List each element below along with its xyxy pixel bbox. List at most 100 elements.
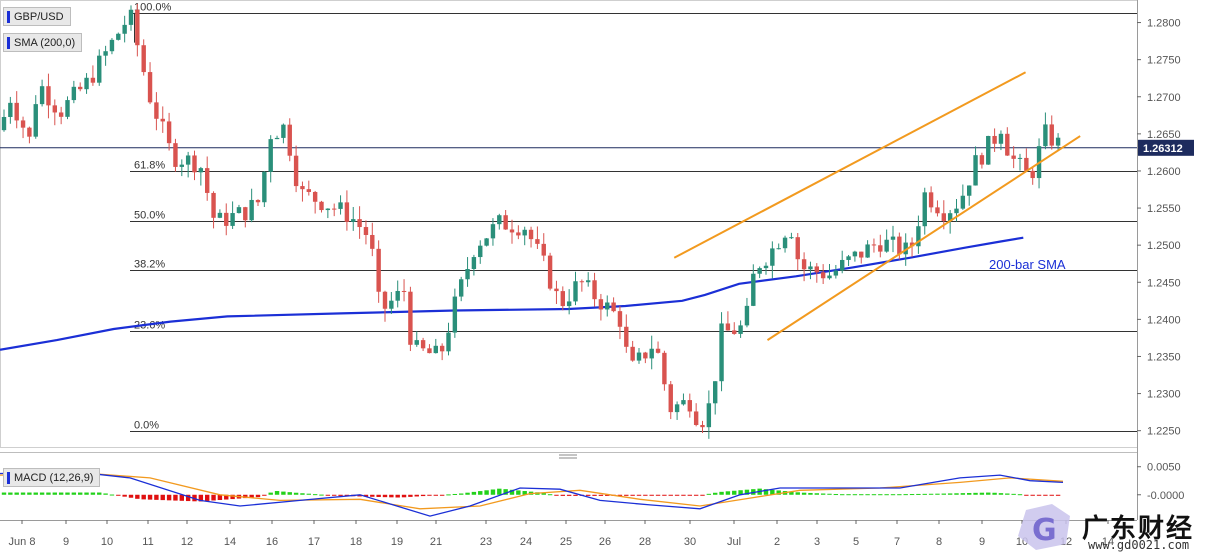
macd-histogram-bar xyxy=(833,494,839,496)
symbol-label[interactable]: GBP/USD xyxy=(3,7,71,26)
candle-body xyxy=(967,185,972,196)
macd-histogram-bar xyxy=(592,494,597,496)
candle-body xyxy=(789,237,794,239)
macd-histogram-bar xyxy=(973,492,978,495)
macd-histogram-bar xyxy=(243,494,248,499)
macd-histogram-bar xyxy=(509,489,515,495)
time-tick-label: 12 xyxy=(181,536,193,548)
macd-histogram-bar xyxy=(293,492,299,495)
macd-histogram-bar xyxy=(522,491,527,495)
candle-body xyxy=(52,105,57,113)
time-tick-label: 11 xyxy=(142,536,153,548)
candle-body xyxy=(884,239,889,252)
macd-histogram-bar xyxy=(840,494,845,496)
candle-body xyxy=(916,226,921,247)
candle-body xyxy=(522,229,527,236)
macd-histogram-bar xyxy=(808,492,813,495)
candle-body xyxy=(58,112,64,117)
candle-body xyxy=(33,104,38,137)
candle-body xyxy=(668,384,673,413)
macd-histogram-bar xyxy=(586,494,591,496)
macd-histogram-bar xyxy=(249,494,254,498)
candle-body xyxy=(751,273,756,306)
candle-body xyxy=(300,186,305,190)
time-tick-label: Jun 8 xyxy=(9,536,36,548)
candle-body xyxy=(471,257,477,269)
macd-histogram-bar xyxy=(338,494,343,496)
candle-body xyxy=(376,248,381,292)
candle-body xyxy=(713,381,718,404)
candle-body xyxy=(960,195,966,209)
fib-label: 0.0% xyxy=(134,420,159,432)
candle-body xyxy=(935,207,940,214)
macd-histogram-bar xyxy=(566,494,572,496)
macd-histogram-bar xyxy=(865,494,870,496)
macd-indicator-label[interactable]: MACD (12,26,9) xyxy=(3,468,101,487)
candle-body xyxy=(897,236,902,255)
macd-histogram-bar xyxy=(166,494,172,501)
candle-body xyxy=(738,325,743,334)
price-tick-label: 1.2450 xyxy=(1147,277,1181,289)
candle-body xyxy=(236,207,242,214)
macd-histogram-bar xyxy=(363,494,369,497)
candle-body xyxy=(903,242,908,255)
macd-histogram-bar xyxy=(655,494,661,496)
macd-histogram-bar xyxy=(122,494,127,497)
macd-histogram-bar xyxy=(516,490,521,495)
macd-histogram-bar xyxy=(713,492,718,495)
candle-body xyxy=(478,245,483,258)
candle-body xyxy=(84,77,89,90)
macd-histogram-bar xyxy=(503,489,508,495)
candle-body xyxy=(1011,155,1016,159)
time-tick-label: 24 xyxy=(520,536,532,548)
candle-body xyxy=(528,229,534,240)
candle-body xyxy=(1017,157,1023,159)
candle-body xyxy=(255,199,261,203)
candle-body xyxy=(78,86,83,90)
candle-body xyxy=(808,266,813,270)
candle-body xyxy=(433,345,438,354)
macd-tick-label: -0.0000 xyxy=(1147,490,1184,502)
macd-histogram-bar xyxy=(998,493,1004,495)
macd-histogram-bar xyxy=(332,494,337,496)
sma-indicator-label[interactable]: SMA (200,0) xyxy=(3,33,83,52)
candle-body xyxy=(39,86,45,105)
macd-histogram-bar xyxy=(420,494,426,497)
candle-body xyxy=(1030,170,1035,179)
macd-histogram-bar xyxy=(909,494,915,496)
candle-body xyxy=(1049,124,1054,146)
candle-body xyxy=(757,268,762,274)
macd-histogram-bar xyxy=(484,490,489,495)
macd-histogram-bar xyxy=(573,494,578,496)
candle-body xyxy=(287,124,292,156)
macd-histogram-bar xyxy=(497,488,502,495)
macd-histogram-bar xyxy=(687,494,692,496)
macd-histogram-bar xyxy=(52,492,57,495)
time-tick-label: 2 xyxy=(774,536,780,548)
macd-histogram-bar xyxy=(389,494,394,498)
macd-histogram-bar xyxy=(928,493,934,495)
macd-histogram-bar xyxy=(789,491,794,495)
macd-histogram-bar xyxy=(1011,493,1016,495)
candle-body xyxy=(947,213,953,221)
candle-body xyxy=(268,139,273,172)
macd-histogram-bar xyxy=(452,493,458,495)
macd-histogram-bar xyxy=(700,494,705,496)
macd-histogram-bar xyxy=(65,492,70,495)
candle-body xyxy=(401,290,407,292)
macd-histogram-bar xyxy=(662,494,667,496)
macd-histogram-bar xyxy=(27,492,32,495)
macd-histogram-bar xyxy=(846,494,851,496)
candle-body xyxy=(827,275,832,279)
macd-histogram-bar xyxy=(776,490,781,495)
macd-histogram-bar xyxy=(58,492,64,495)
macd-histogram-bar xyxy=(560,494,565,496)
macd-histogram-bar xyxy=(719,491,724,495)
macd-histogram-bar xyxy=(185,494,191,502)
macd-histogram-bar xyxy=(605,494,610,496)
macd-histogram-bar xyxy=(890,494,896,496)
macd-histogram-bar xyxy=(211,494,216,501)
macd-histogram-bar xyxy=(357,494,362,497)
macd-histogram-bar xyxy=(300,493,305,495)
macd-histogram-bar xyxy=(859,494,864,496)
